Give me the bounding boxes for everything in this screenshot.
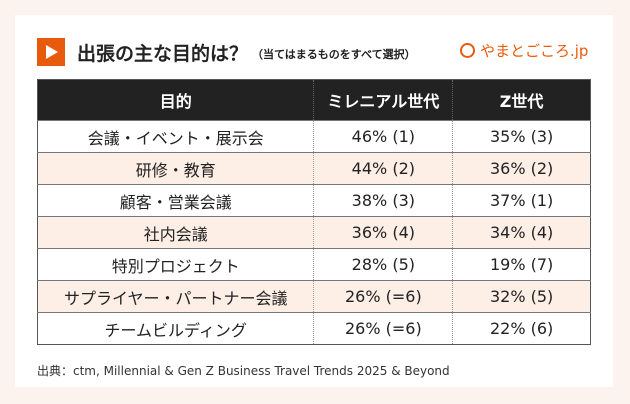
source-note: 出典：ctm, Millennial & Gen Z Business Trav… [37, 364, 450, 378]
cell-genz: 34% (4) [452, 216, 591, 249]
cell-purpose: サプライヤー・パートナー会議 [36, 280, 314, 313]
page-subtitle: （当てはまるものをすべて選択） [252, 48, 416, 61]
header-genz: Z世代 [452, 79, 591, 121]
page-title: 出張の主な目的は？ [77, 42, 249, 65]
cell-millennial: 46% (1) [313, 120, 453, 153]
table-row: サプライヤー・パートナー会議 26% (=6) 32% (5) [36, 280, 591, 313]
table-row: 社内会議 36% (4) 34% (4) [36, 216, 591, 249]
cell-purpose: 社内会議 [36, 216, 314, 249]
cell-millennial: 26% (=6) [313, 280, 453, 313]
title-area: 出張の主な目的は？ （当てはまるものをすべて選択） [37, 38, 416, 66]
cell-genz: 36% (2) [452, 152, 591, 185]
cell-millennial: 28% (5) [313, 248, 453, 281]
logo-text: やまとごころ.jp [480, 42, 589, 60]
table-row: 研修・教育 44% (2) 36% (2) [36, 152, 591, 185]
table-row: チームビルディング 26% (=6) 22% (6) [36, 312, 591, 345]
table-row: 顧客・営業会議 38% (3) 37% (1) [36, 184, 591, 217]
logo-icon [460, 43, 475, 58]
cell-purpose: 特別プロジェクト [36, 248, 314, 281]
cell-purpose: 研修・教育 [36, 152, 314, 185]
header-millennial: ミレニアル世代 [313, 79, 453, 121]
header-purpose: 目的 [36, 79, 314, 121]
table-row: 特別プロジェクト 28% (5) 19% (7) [36, 248, 591, 281]
cell-purpose: チームビルディング [36, 312, 314, 345]
cell-millennial: 36% (4) [313, 216, 453, 249]
cell-millennial: 44% (2) [313, 152, 453, 185]
cell-genz: 19% (7) [452, 248, 591, 281]
play-icon [37, 38, 65, 66]
logo: やまとごころ.jp [460, 40, 588, 61]
cell-genz: 22% (6) [452, 312, 591, 345]
cell-genz: 37% (1) [452, 184, 591, 217]
cell-genz: 35% (3) [452, 120, 591, 153]
table-row: 会議・イベント・展示会 46% (1) 35% (3) [36, 120, 591, 153]
cell-purpose: 顧客・営業会議 [36, 184, 314, 217]
data-table: 目的 ミレニアル世代 Z世代 会議・イベント・展示会 46% (1) 35% (3)… [36, 79, 591, 345]
cell-millennial: 26% (=6) [313, 312, 453, 345]
cell-millennial: 38% (3) [313, 184, 453, 217]
cell-genz: 32% (5) [452, 280, 591, 313]
header-row: 目的 ミレニアル世代 Z世代 [36, 79, 591, 121]
cell-purpose: 会議・イベント・展示会 [36, 120, 314, 153]
